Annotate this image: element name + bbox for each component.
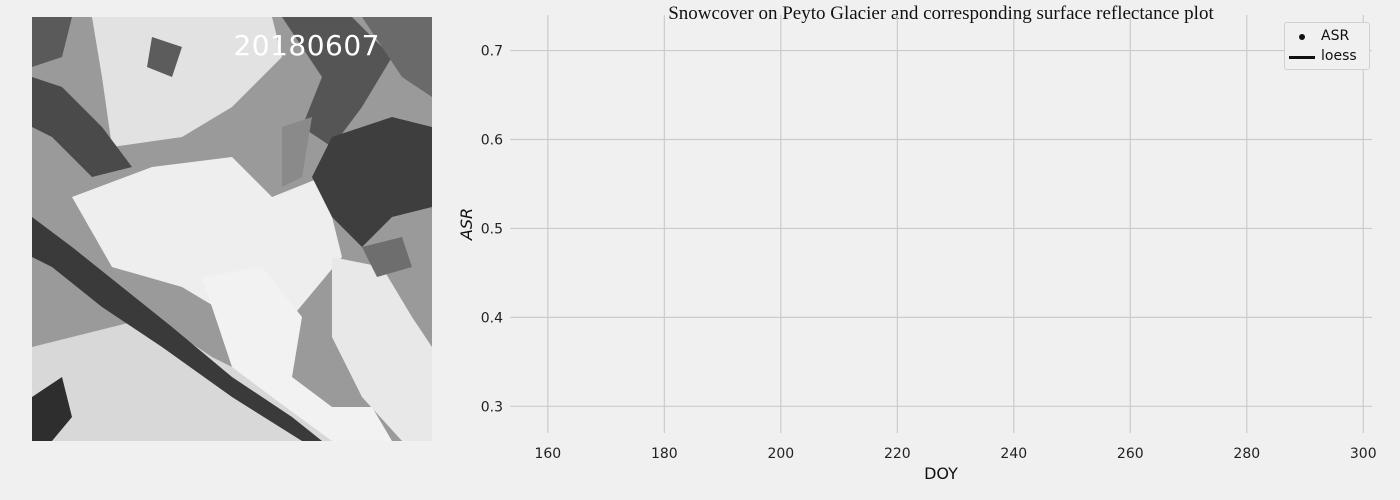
y-tick-label: 0.5	[481, 221, 503, 237]
x-tick-label: 160	[534, 446, 561, 462]
legend-item-asr: ASR	[1285, 26, 1369, 46]
tick-labels: 160 180 200 220 240 260 280 300 0.3 0.4 0.5 0.6 0.7	[481, 44, 1377, 462]
x-tick-label: 240	[1000, 446, 1027, 462]
legend-label-loess: loess	[1321, 48, 1357, 64]
x-axis-label: DOY	[924, 464, 958, 483]
glacier-image-panel: 20180607	[32, 17, 432, 441]
legend-label-asr: ASR	[1321, 28, 1350, 44]
legend-line-marker	[1289, 56, 1315, 59]
chart-legend: ASR loess	[1284, 22, 1370, 70]
x-tick-label: 220	[884, 446, 911, 462]
glacier-satellite-image	[32, 17, 432, 441]
legend-dot-marker	[1299, 34, 1305, 40]
x-tick-label: 180	[651, 446, 678, 462]
y-axis-label: ASR	[457, 208, 476, 241]
image-date-label: 20180607	[233, 29, 380, 62]
y-tick-label: 0.4	[481, 310, 503, 326]
x-tick-label: 260	[1117, 446, 1144, 462]
x-tick-label: 300	[1350, 446, 1377, 462]
y-tick-label: 0.7	[481, 44, 503, 60]
x-tick-label: 280	[1233, 446, 1260, 462]
y-tick-label: 0.3	[481, 399, 503, 415]
legend-item-loess: loess	[1285, 46, 1369, 66]
y-tick-label: 0.6	[481, 133, 503, 149]
chart-title: Snowcover on Peyto Glacier and correspon…	[668, 3, 1214, 24]
x-tick-label: 200	[767, 446, 794, 462]
grid-lines	[510, 15, 1372, 433]
